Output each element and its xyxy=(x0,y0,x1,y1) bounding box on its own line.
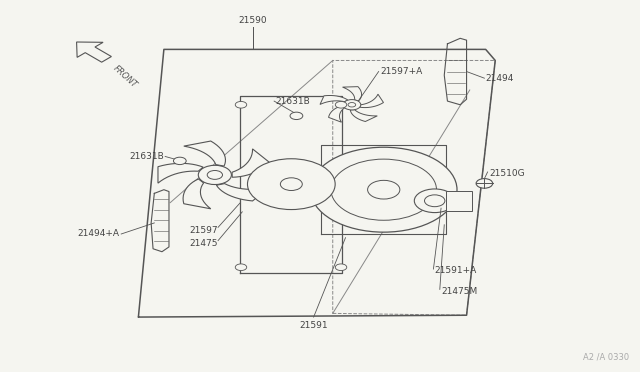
Circle shape xyxy=(207,170,223,179)
Text: 21510G: 21510G xyxy=(489,169,525,177)
Text: 21591: 21591 xyxy=(300,321,328,330)
Text: 21494+A: 21494+A xyxy=(77,230,119,238)
Circle shape xyxy=(367,180,400,199)
Circle shape xyxy=(198,165,232,185)
Text: A2 /A 0330: A2 /A 0330 xyxy=(583,352,629,361)
Circle shape xyxy=(335,264,347,270)
Text: 21631B: 21631B xyxy=(275,97,310,106)
Text: FRONT: FRONT xyxy=(111,63,138,89)
Text: 21590: 21590 xyxy=(239,16,268,25)
Text: 21494: 21494 xyxy=(486,74,514,83)
Circle shape xyxy=(343,100,361,110)
Circle shape xyxy=(173,157,186,164)
FancyBboxPatch shape xyxy=(446,191,472,211)
Text: 21631B: 21631B xyxy=(129,152,164,161)
Circle shape xyxy=(335,102,347,108)
Circle shape xyxy=(280,178,302,190)
Polygon shape xyxy=(350,110,378,122)
Polygon shape xyxy=(232,149,269,177)
Polygon shape xyxy=(360,94,383,108)
Text: 21475M: 21475M xyxy=(441,287,477,296)
Text: 21591+A: 21591+A xyxy=(435,266,477,275)
Text: 21597+A: 21597+A xyxy=(381,67,423,76)
Circle shape xyxy=(236,102,246,108)
Circle shape xyxy=(248,159,335,209)
Circle shape xyxy=(290,112,303,119)
Circle shape xyxy=(236,264,246,270)
Polygon shape xyxy=(77,42,111,62)
Circle shape xyxy=(476,179,493,188)
Polygon shape xyxy=(342,87,362,101)
Circle shape xyxy=(310,147,457,232)
Text: 21475: 21475 xyxy=(189,239,218,248)
Polygon shape xyxy=(184,141,225,166)
Polygon shape xyxy=(216,184,269,201)
Circle shape xyxy=(348,103,356,107)
Circle shape xyxy=(424,195,445,207)
Text: 21597: 21597 xyxy=(189,226,218,235)
Polygon shape xyxy=(320,96,348,105)
Circle shape xyxy=(331,159,436,220)
Polygon shape xyxy=(183,179,211,209)
Polygon shape xyxy=(158,163,203,183)
Circle shape xyxy=(414,189,455,212)
Polygon shape xyxy=(328,106,345,122)
